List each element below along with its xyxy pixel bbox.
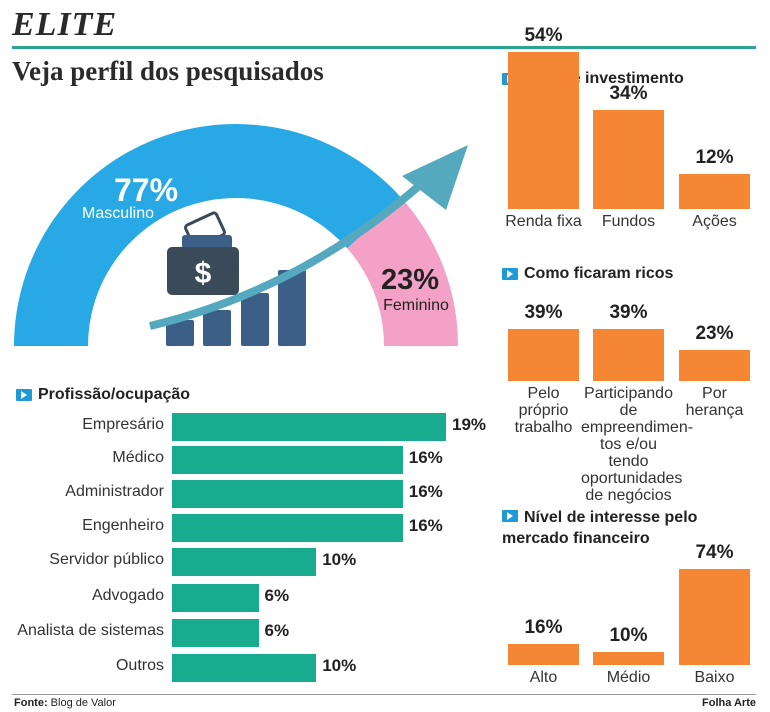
- profession-value-label: 16%: [408, 482, 443, 501]
- profession-value-label: 6%: [264, 621, 290, 640]
- profession-bar: [172, 480, 403, 508]
- investment-value-label: 54%: [524, 25, 563, 47]
- svg-text:$: $: [195, 257, 212, 290]
- how-rich-value-label: 23%: [695, 323, 734, 345]
- section-arrow-icon: [502, 510, 518, 522]
- credit-note: Folha Arte: [702, 697, 756, 709]
- top-divider: [12, 46, 756, 49]
- investment-category-label: Ações: [692, 213, 737, 230]
- how-rich-bar: [679, 350, 750, 381]
- male-name-label: Masculino: [82, 205, 154, 222]
- interest-title-text: Nível de interesse pelo mercado financei…: [502, 507, 698, 549]
- profession-category-label: Empresário: [82, 416, 164, 433]
- interest-value-label: 16%: [524, 617, 563, 639]
- profession-category-label: Médico: [112, 449, 164, 466]
- interest-title-line-2: mercado financeiro: [502, 530, 650, 547]
- female-name-label: Feminino: [383, 297, 449, 314]
- profession-category-label: Servidor público: [49, 551, 164, 568]
- profession-value-label: 16%: [408, 448, 443, 467]
- profession-category-label: Outros: [115, 657, 164, 674]
- brand-title: ELITE: [12, 6, 118, 43]
- how-rich-value-label: 39%: [524, 302, 563, 323]
- growth-bars-icon: [166, 270, 306, 346]
- profession-value-label: 10%: [322, 656, 357, 675]
- profession-bar: [172, 584, 259, 612]
- interest-bar: [593, 652, 664, 665]
- profession-title: Profissão/ocupação: [16, 386, 190, 404]
- interest-bar: [508, 644, 579, 665]
- profession-bar: [172, 548, 317, 576]
- how-rich-category-label: Participando de empreendimen-tos e/ou ten…: [581, 385, 694, 504]
- profession-title-text: Profissão/ocupação: [38, 386, 191, 403]
- profession-category-label: Engenheiro: [82, 517, 164, 534]
- how-rich-bar: [508, 329, 579, 381]
- section-arrow-icon: [16, 389, 32, 401]
- male-percent-label: 77%: [114, 172, 178, 208]
- profession-bar: [172, 514, 403, 542]
- how-rich-title: Como ficaram ricos: [502, 265, 673, 283]
- profession-bar: [172, 619, 259, 647]
- interest-category-label: Baixo: [694, 669, 735, 686]
- profession-category-label: Advogado: [91, 587, 164, 604]
- profession-category-label: Administrador: [65, 483, 164, 500]
- interest-category-label: Alto: [529, 669, 558, 686]
- interest-title-line-1: Nível de interesse pelo: [524, 509, 698, 526]
- how-rich-title-text: Como ficaram ricos: [524, 265, 674, 282]
- interest-category-label: Médio: [606, 669, 651, 686]
- source-label: Fonte:: [14, 697, 48, 709]
- profession-value-label: 16%: [408, 516, 443, 535]
- slice-masculino: [14, 124, 403, 346]
- profession-category-label: Analista de sistemas: [17, 622, 164, 639]
- investment-value-label: 34%: [609, 83, 648, 105]
- female-percent-label: 23%: [381, 264, 439, 296]
- source-text: Blog de Valor: [50, 697, 116, 709]
- investment-category-label: Renda fixa: [505, 213, 582, 230]
- gender-gauge-chart: $ 77% Masculino 23% Feminino: [14, 124, 468, 346]
- slice-feminino: [347, 199, 458, 346]
- how-rich-value-label: 39%: [609, 302, 648, 323]
- profession-value-label: 6%: [264, 586, 290, 605]
- investment-category-label: Fundos: [601, 213, 656, 230]
- investment-bar: [679, 174, 750, 209]
- growth-arrow-icon: [149, 145, 468, 330]
- profession-bar: [172, 654, 317, 682]
- investment-value-label: 12%: [695, 147, 734, 169]
- profession-bar: [172, 413, 446, 441]
- section-arrow-icon: [502, 268, 518, 280]
- profession-value-label: 19%: [452, 415, 487, 434]
- profession-value-label: 10%: [322, 550, 357, 569]
- how-rich-category-label: Pelo próprio trabalho: [514, 385, 573, 436]
- how-rich-bar: [593, 329, 664, 381]
- source-note: Fonte: Blog de Valor: [14, 697, 116, 709]
- profession-bar: [172, 446, 403, 474]
- investment-bar: [593, 110, 664, 209]
- interest-bar: [679, 569, 750, 665]
- interest-value-label: 10%: [609, 625, 648, 647]
- interest-value-label: 74%: [695, 542, 734, 563]
- footer-divider: [12, 694, 756, 695]
- investment-bar: [508, 52, 579, 209]
- interest-title: Nível de interesse pelo mercado financei…: [502, 507, 697, 549]
- headline: Veja perfil dos pesquisados: [12, 56, 324, 86]
- how-rich-category-label: Por herança: [685, 385, 744, 419]
- money-bag-icon: $: [167, 211, 239, 295]
